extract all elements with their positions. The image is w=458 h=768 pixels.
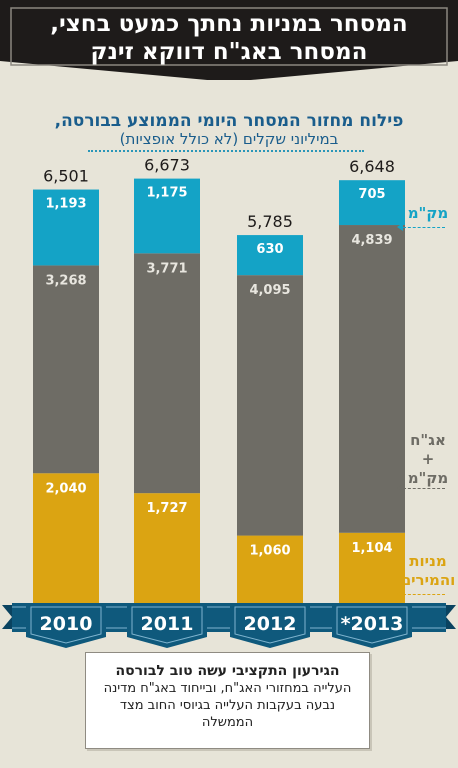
bar-segment-2010-2 <box>33 189 99 266</box>
data-label-2011-2: 1,175 <box>146 186 187 201</box>
data-label-2013-2: 705 <box>358 187 385 202</box>
bar-segment-2013-1 <box>339 225 405 533</box>
data-label-2010-0: 2,040 <box>45 481 86 496</box>
year-tab-2010 <box>26 603 106 648</box>
x-tick-label-2011: 2011 <box>141 613 194 635</box>
total-label-2013: 6,648 <box>349 157 395 176</box>
year-tab-2012 <box>230 603 310 648</box>
data-label-2010-1: 3,268 <box>45 273 86 288</box>
bar-segment-2011-1 <box>134 253 200 494</box>
note-title: הגירעון התקציבי עשה טוב לבורסה <box>115 663 340 679</box>
bar-segment-2010-0 <box>33 473 99 603</box>
data-label-2012-0: 1,060 <box>249 544 290 559</box>
bar-segment-2011-2 <box>134 178 200 254</box>
legend-arrow-makam <box>397 223 445 231</box>
year-tab-outline-2010 <box>30 606 102 644</box>
legend-label-stocks-line-1: מניות <box>409 552 447 570</box>
data-label-2012-1: 4,095 <box>249 283 290 298</box>
year-tab-outline-2012 <box>234 606 306 644</box>
legend-label-bonds-line-3: מק"מ <box>407 469 449 487</box>
header-banner <box>0 0 458 80</box>
chart-title: פילוח מחזור המסחר היומי הממוצע בבורסה, <box>54 111 404 131</box>
legend-arrow-bonds <box>397 484 445 492</box>
year-tab-outline-2013 <box>336 606 408 644</box>
legend-label-stocks: מניות והמירים <box>398 552 458 590</box>
note-body: העלייה במחזורי האג"ח, ובייחוד באג"ח מדינ… <box>103 681 352 730</box>
bar-segment-2012-1 <box>237 275 303 536</box>
legend-arrow-stocks <box>397 590 445 598</box>
x-tick-label-2010: 2010 <box>40 613 93 635</box>
chart-subtitle: במיליוני שקלים (לא כולל אופציות) <box>119 130 339 148</box>
data-label-2010-2: 1,193 <box>45 197 86 212</box>
x-tick-label-2012: 2012 <box>244 613 297 635</box>
legend-label-bonds-line-1: אג"ח <box>410 431 446 449</box>
bar-segment-2012-0 <box>237 535 303 603</box>
year-tab-2011 <box>127 603 207 648</box>
bar-segment-2013-0 <box>339 532 405 603</box>
year-tab-2013 <box>332 603 412 648</box>
data-label-2013-0: 1,104 <box>351 541 392 556</box>
banner-shape <box>0 0 458 80</box>
note-box: הגירעון התקציבי עשה טוב לבורסה העלייה במ… <box>85 652 370 749</box>
legend-label-makam: מק"מ <box>407 204 449 222</box>
year-tab-outline-2011 <box>131 606 203 644</box>
bar-segment-2011-0 <box>134 493 200 603</box>
subtitle-divider <box>88 150 364 152</box>
total-label-2011: 6,673 <box>144 156 190 175</box>
legend-label-bonds: אג"ח + מק"מ <box>398 431 458 488</box>
data-label-2011-1: 3,771 <box>146 261 187 276</box>
total-label-2010: 6,501 <box>43 167 89 186</box>
legend-label-bonds-line-2: + <box>421 450 435 468</box>
legend-label-stocks-line-2: והמירים <box>400 571 456 589</box>
banner-title-line-1: המסחר במניות נחתך כמעט בחצי, <box>50 11 408 37</box>
total-label-2012: 5,785 <box>247 212 293 231</box>
data-label-2013-1: 4,839 <box>351 233 392 248</box>
x-tick-label-2013: *2013 <box>341 613 404 635</box>
data-label-2012-2: 630 <box>256 242 283 257</box>
banner-title-line-2: המסחר באג"ח דווקא זינק <box>90 39 368 65</box>
bar-segment-2013-2 <box>339 180 405 226</box>
banner-frame <box>10 7 448 66</box>
data-label-2011-0: 1,727 <box>146 501 187 516</box>
bar-segment-2012-2 <box>237 235 303 276</box>
bar-segment-2010-1 <box>33 265 99 474</box>
